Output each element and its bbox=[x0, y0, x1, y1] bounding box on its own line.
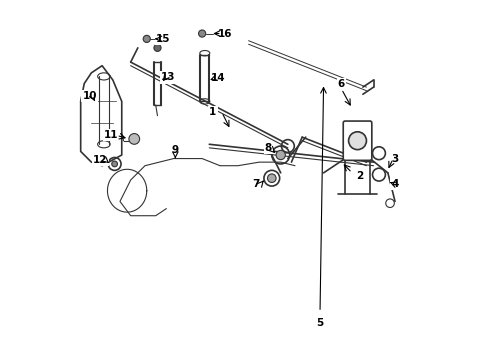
Text: 2: 2 bbox=[356, 171, 363, 181]
Text: 16: 16 bbox=[218, 28, 233, 39]
Text: 3: 3 bbox=[392, 154, 399, 163]
FancyBboxPatch shape bbox=[343, 121, 372, 160]
Circle shape bbox=[348, 132, 367, 150]
Text: 13: 13 bbox=[161, 72, 175, 82]
Text: 8: 8 bbox=[265, 143, 272, 153]
Text: 10: 10 bbox=[82, 91, 97, 101]
Circle shape bbox=[198, 30, 206, 37]
Text: 12: 12 bbox=[93, 156, 108, 165]
Text: 7: 7 bbox=[252, 179, 259, 189]
Circle shape bbox=[268, 174, 276, 183]
Text: 1: 1 bbox=[209, 107, 217, 117]
Text: 9: 9 bbox=[172, 145, 179, 155]
Circle shape bbox=[276, 150, 285, 159]
Circle shape bbox=[143, 35, 150, 42]
Text: 15: 15 bbox=[156, 34, 170, 44]
Text: 4: 4 bbox=[392, 179, 399, 189]
Circle shape bbox=[129, 134, 140, 144]
Circle shape bbox=[112, 161, 118, 167]
Circle shape bbox=[154, 44, 161, 51]
Text: 14: 14 bbox=[211, 73, 225, 83]
Text: 5: 5 bbox=[317, 318, 323, 328]
Text: 11: 11 bbox=[104, 130, 118, 140]
Text: 6: 6 bbox=[338, 78, 345, 89]
